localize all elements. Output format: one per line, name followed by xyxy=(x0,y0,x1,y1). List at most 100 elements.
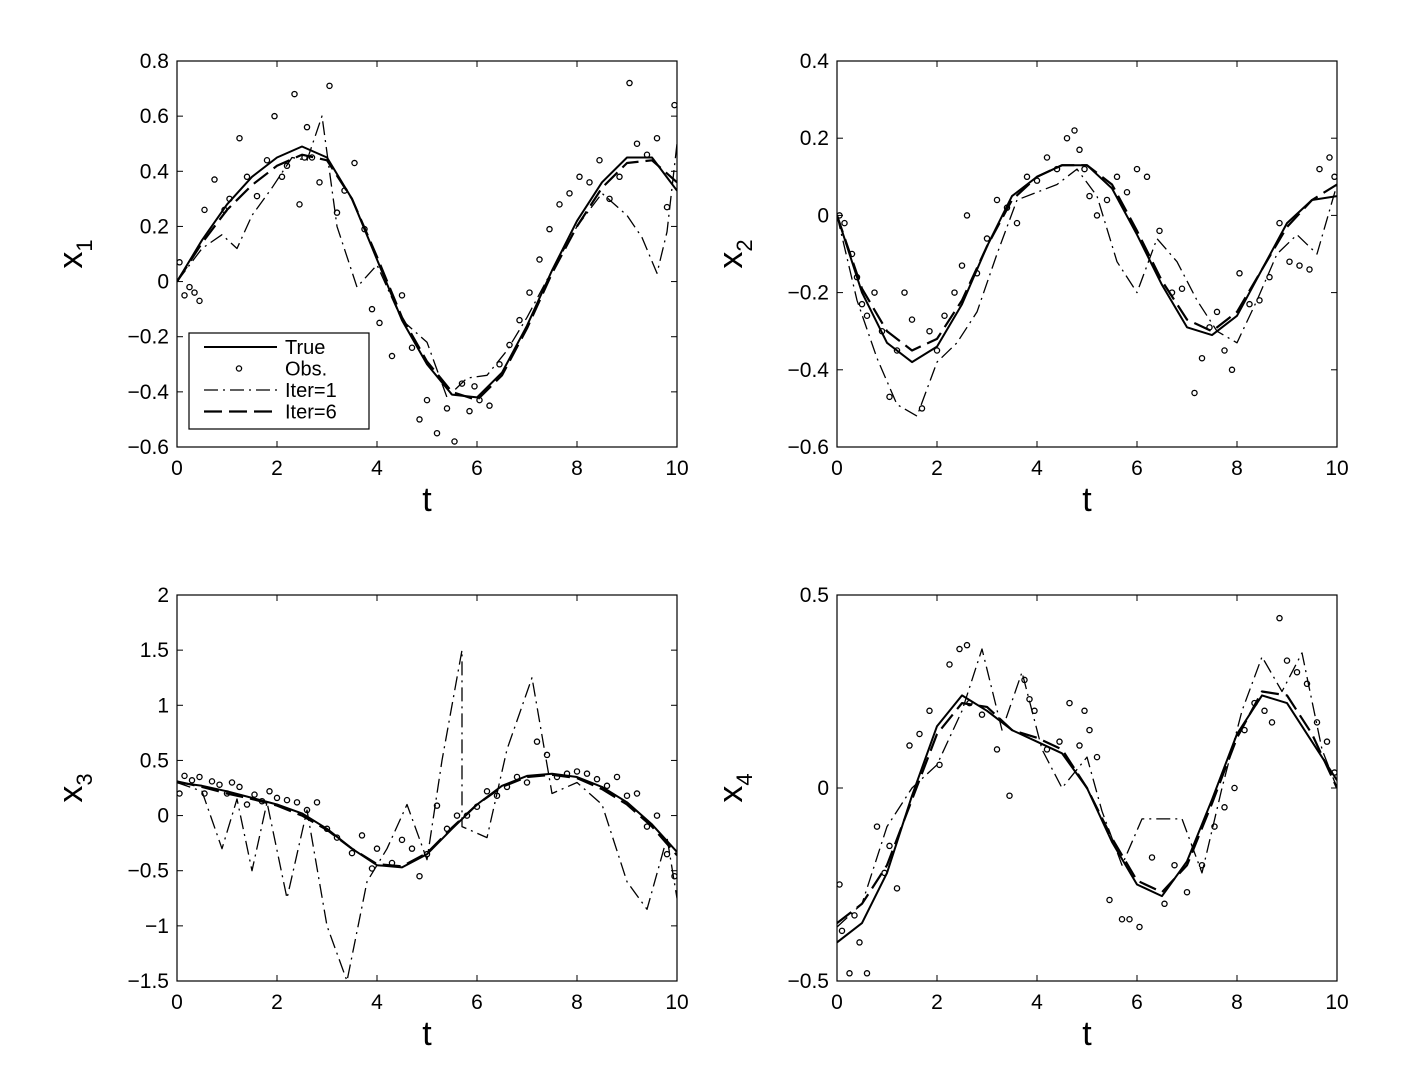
y-axis-label-base: x xyxy=(52,252,90,269)
obs-point xyxy=(1221,804,1228,811)
obs-point xyxy=(1148,854,1156,861)
x-tick-label: 4 xyxy=(371,991,383,1014)
x-tick-label: 0 xyxy=(831,991,843,1014)
obs-point xyxy=(1113,173,1121,181)
x-tick-label: 10 xyxy=(1325,991,1348,1014)
y-tick-label: −0.4 xyxy=(788,359,830,382)
legend-label: Iter=1 xyxy=(285,380,337,402)
x-tick-label: 6 xyxy=(471,457,483,480)
obs-point xyxy=(253,192,261,200)
obs-point xyxy=(1276,614,1283,622)
obs-point xyxy=(188,777,196,784)
obs-point xyxy=(1093,212,1101,219)
x-tick-label: 0 xyxy=(831,457,843,480)
x-tick-label: 6 xyxy=(471,991,483,1014)
y-axis-label-subscript: 2 xyxy=(732,239,757,251)
obs-point xyxy=(1296,262,1303,269)
series-true-line xyxy=(837,694,1337,944)
x-tick-label: 10 xyxy=(1325,457,1348,480)
obs-point xyxy=(1191,389,1198,397)
obs-point xyxy=(1236,270,1243,277)
obs-point xyxy=(303,123,311,131)
obs-point xyxy=(373,845,381,852)
y-tick-label: −0.2 xyxy=(788,282,829,305)
obs-point xyxy=(838,927,846,935)
obs-point xyxy=(653,812,661,819)
obs-point xyxy=(1331,769,1337,776)
obs-point xyxy=(586,179,593,186)
obs-point xyxy=(263,157,271,164)
y-axis-label-subscript: 3 xyxy=(72,773,97,785)
obs-point xyxy=(243,801,251,808)
obs-point xyxy=(1221,347,1228,354)
obs-point xyxy=(1293,668,1301,676)
obs-point xyxy=(348,849,356,857)
obs-point xyxy=(228,779,236,786)
obs-point xyxy=(1228,366,1236,374)
obs-point xyxy=(186,283,193,291)
obs-point xyxy=(893,885,901,892)
obs-point xyxy=(851,912,858,919)
obs-point xyxy=(633,790,641,797)
obs-point xyxy=(837,881,843,888)
obs-point xyxy=(483,788,491,795)
obs-point xyxy=(416,872,423,880)
obs-point xyxy=(993,196,1001,204)
legend-entry: True xyxy=(204,337,325,359)
obs-point xyxy=(471,383,478,390)
obs-point xyxy=(201,206,208,214)
obs-point xyxy=(881,869,888,877)
obs-point xyxy=(633,140,641,147)
y-tick-label: −1 xyxy=(145,915,169,938)
obs-point xyxy=(177,259,183,266)
x-tick-label: 4 xyxy=(1031,457,1043,480)
y-tick-label: 0.8 xyxy=(140,50,169,73)
obs-point xyxy=(1171,861,1178,869)
obs-point xyxy=(398,292,406,299)
obs-point xyxy=(1103,196,1111,204)
obs-point xyxy=(416,416,423,423)
obs-point xyxy=(606,195,613,203)
obs-point xyxy=(1313,719,1321,726)
obs-point xyxy=(846,970,853,977)
obs-point xyxy=(978,711,986,718)
obs-point xyxy=(536,256,543,263)
obs-point xyxy=(1086,726,1093,734)
y-tick-label: 0.2 xyxy=(140,215,169,238)
series-true-line xyxy=(177,772,677,869)
legend-box xyxy=(188,332,370,430)
obs-point xyxy=(1276,219,1283,227)
obs-point xyxy=(513,773,521,781)
series-iter-6-line xyxy=(177,773,677,868)
axes-frame xyxy=(836,60,1338,448)
obs-point xyxy=(526,289,533,296)
obs-point xyxy=(196,773,203,781)
obs-point xyxy=(1043,746,1051,753)
series-iter-6-line xyxy=(177,153,677,402)
obs-point xyxy=(433,802,441,809)
obs-point xyxy=(878,327,886,335)
y-tick-label: 0.4 xyxy=(800,50,830,73)
y-axis-label: x4 xyxy=(712,773,757,802)
obs-point xyxy=(841,219,848,227)
x-tick-label: 8 xyxy=(1231,991,1243,1014)
obs-point xyxy=(863,312,871,320)
obs-point xyxy=(368,305,376,313)
obs-point xyxy=(951,289,958,296)
obs-point xyxy=(291,90,298,98)
obs-point xyxy=(1126,915,1133,923)
obs-point xyxy=(408,344,416,351)
subplot-1: 0 2 4 6 8 10 −0.6 −0.4 −0.2 0 0.2 0.4 0.6 0.8 t x1 TrueO… xyxy=(52,50,689,519)
obs-point xyxy=(1066,699,1073,707)
obs-point xyxy=(1076,146,1083,154)
obs-point xyxy=(523,779,531,786)
obs-point xyxy=(643,823,651,830)
obs-point xyxy=(1071,127,1078,134)
x-tick-label: 2 xyxy=(931,457,943,480)
x-tick-label: 0 xyxy=(171,457,183,480)
obs-point xyxy=(908,316,916,323)
obs-point xyxy=(533,738,541,745)
y-tick-label: 0.4 xyxy=(140,160,170,183)
obs-point xyxy=(1213,308,1221,316)
